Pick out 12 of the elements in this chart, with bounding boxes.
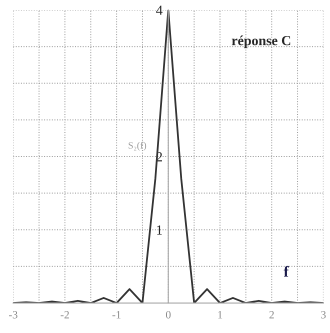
x-tick-label: 0: [166, 310, 171, 318]
annotation: réponse C: [232, 36, 290, 48]
x-tick-label: 1: [218, 311, 222, 318]
x-tick-label: -2: [60, 311, 69, 318]
x-tick-label: 3: [321, 311, 326, 318]
x-tick-label: 2: [269, 311, 274, 318]
y-tick-label: 1: [157, 225, 162, 235]
y-axis-title: S₂(f): [128, 142, 146, 151]
y-tick-label: 4: [156, 6, 163, 15]
x-tick-label: -1: [112, 311, 121, 318]
x-tick-label: -3: [8, 311, 18, 318]
annotation: f: [284, 266, 289, 277]
